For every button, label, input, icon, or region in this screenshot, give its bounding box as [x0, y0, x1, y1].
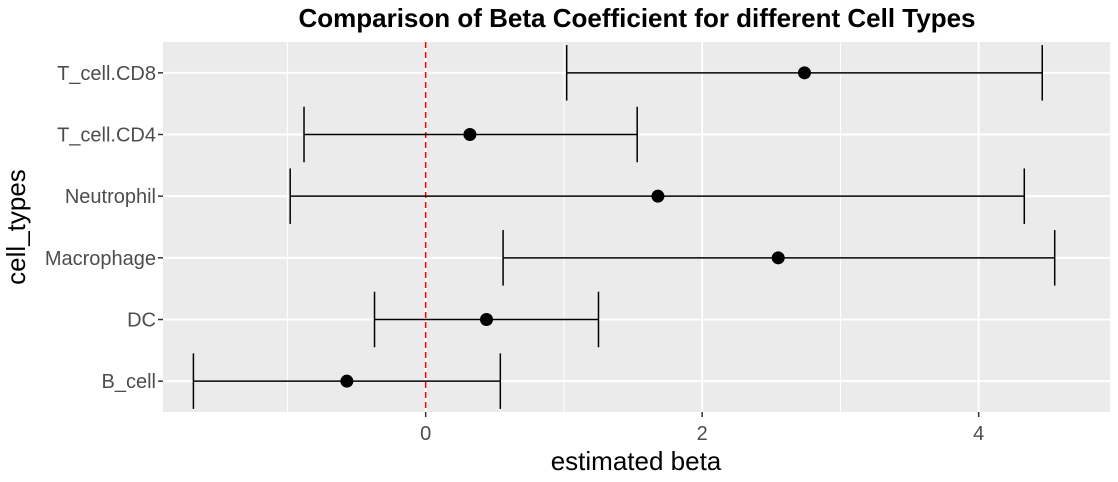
estimate-point: [797, 66, 811, 80]
x-axis-title: estimated beta: [551, 446, 722, 476]
x-tick-label: 4: [973, 423, 984, 445]
estimate-point: [463, 128, 477, 141]
y-tick-label: T_cell.CD8: [57, 63, 156, 85]
y-axis-title: cell_types: [1, 169, 31, 285]
estimate-point: [340, 374, 354, 388]
estimate-point: [480, 313, 494, 326]
x-tick-label: 2: [697, 423, 708, 445]
y-tick-label: Macrophage: [45, 248, 156, 270]
estimate-point: [771, 251, 785, 265]
y-tick-label: B_cell: [102, 371, 156, 393]
chart-title: Comparison of Beta Coefficient for diffe…: [298, 3, 975, 33]
x-tick-label: 0: [420, 423, 431, 445]
y-tick-label: T_cell.CD4: [57, 125, 156, 147]
estimate-point: [651, 189, 665, 203]
error-bars: [192, 45, 1056, 409]
axes: 0 2 4 B_cell DC Macrophage Neutrophil T_cell.CD…: [45, 63, 984, 445]
y-tick-label: Neutrophil: [65, 186, 156, 208]
plot-panel: [163, 42, 1110, 412]
y-tick-label: DC: [127, 310, 156, 332]
points: [340, 66, 811, 388]
